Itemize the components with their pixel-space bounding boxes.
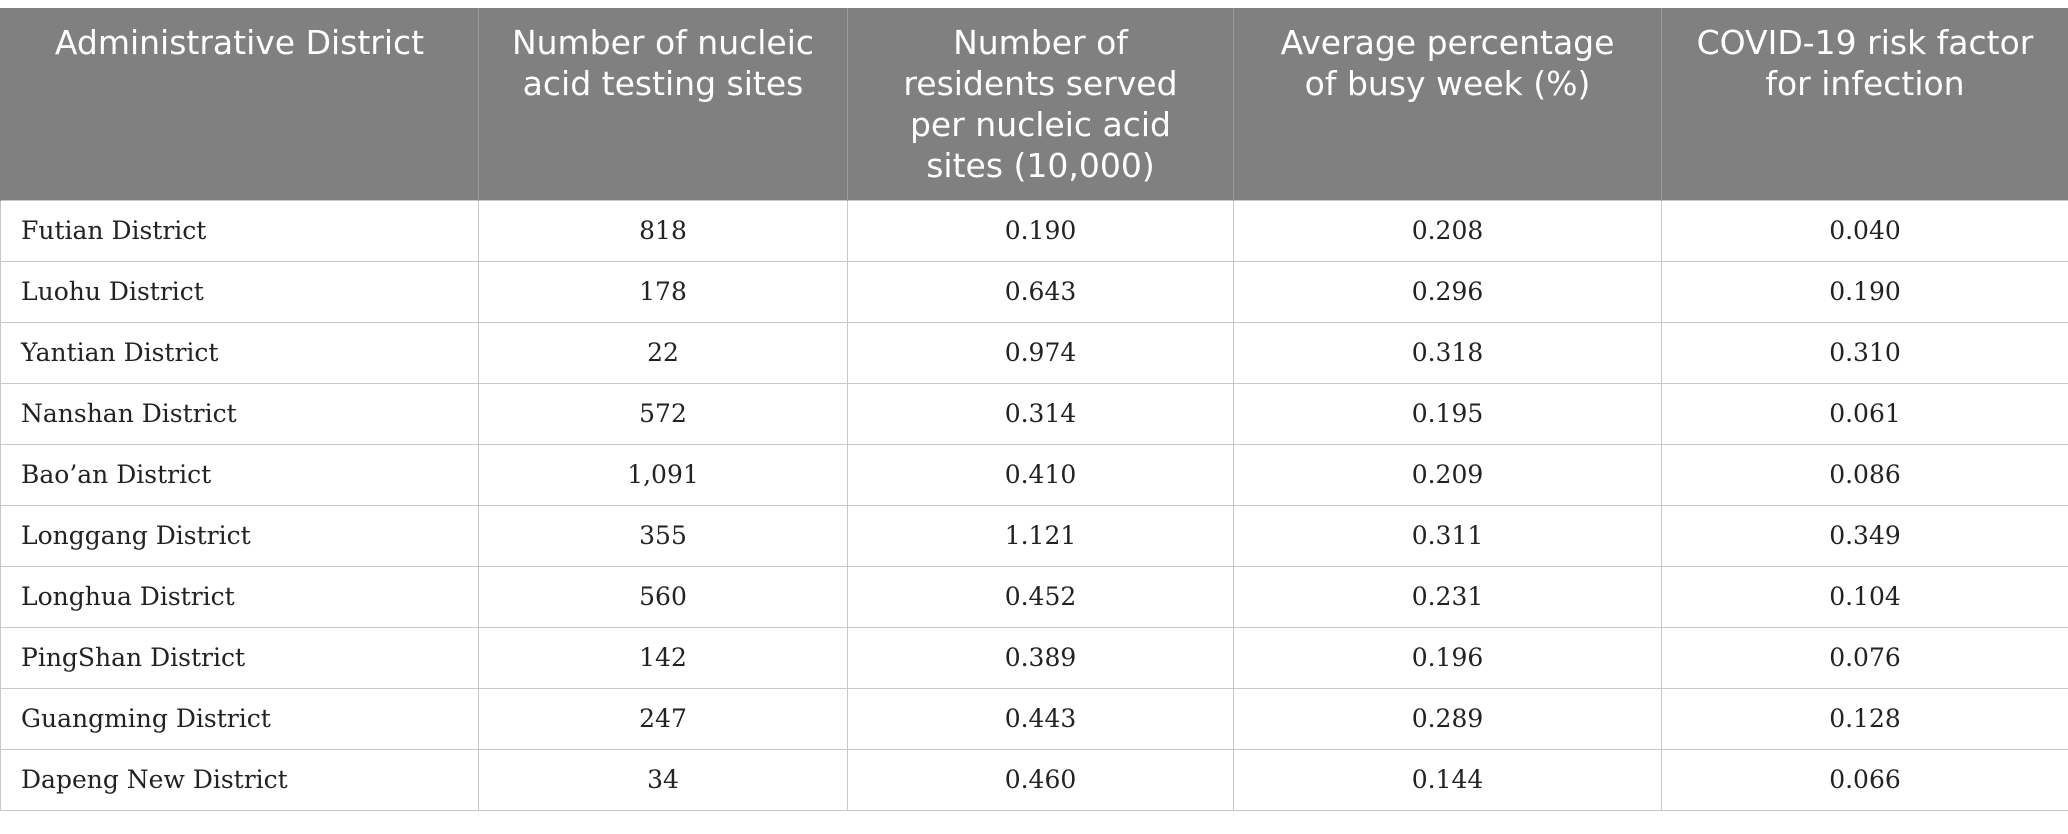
testing-sites-cell: 34: [478, 748, 848, 811]
district-cell: Yantian District: [0, 321, 479, 384]
residents-served-cell: 0.452: [847, 565, 1234, 628]
table-row: Futian District 818 0.190 0.208 0.040: [0, 199, 2068, 262]
district-cell: Longgang District: [0, 504, 479, 567]
table-row: Luohu District 178 0.643 0.296 0.190: [0, 260, 2068, 323]
testing-sites-cell: 22: [478, 321, 848, 384]
table-row: Dapeng New District 34 0.460 0.144 0.066: [0, 748, 2068, 811]
data-table-container: Administrative District Number of nuclei…: [0, 8, 2068, 811]
table-header: Administrative District Number of nuclei…: [0, 8, 2068, 200]
header-residents-served: Number of residents served per nucleic a…: [847, 8, 1234, 200]
district-testing-table: Administrative District Number of nuclei…: [0, 8, 2068, 811]
busy-week-cell: 0.195: [1233, 382, 1662, 445]
residents-served-cell: 0.460: [847, 748, 1234, 811]
table-row: Yantian District 22 0.974 0.318 0.310: [0, 321, 2068, 384]
busy-week-cell: 0.296: [1233, 260, 1662, 323]
risk-factor-cell: 0.190: [1661, 260, 2068, 323]
table-body: Futian District 818 0.190 0.208 0.040 Lu…: [0, 199, 2068, 811]
risk-factor-cell: 0.349: [1661, 504, 2068, 567]
risk-factor-cell: 0.040: [1661, 199, 2068, 262]
busy-week-cell: 0.144: [1233, 748, 1662, 811]
testing-sites-cell: 142: [478, 626, 848, 689]
busy-week-cell: 0.231: [1233, 565, 1662, 628]
risk-factor-cell: 0.310: [1661, 321, 2068, 384]
district-cell: PingShan District: [0, 626, 479, 689]
header-busy-week-percentage: Average percentage of busy week (%): [1233, 8, 1662, 200]
busy-week-cell: 0.318: [1233, 321, 1662, 384]
residents-served-cell: 0.314: [847, 382, 1234, 445]
residents-served-cell: 0.443: [847, 687, 1234, 750]
residents-served-cell: 0.643: [847, 260, 1234, 323]
header-testing-sites: Number of nucleic acid testing sites: [478, 8, 848, 200]
district-cell: Bao’an District: [0, 443, 479, 506]
table-row: Guangming District 247 0.443 0.289 0.128: [0, 687, 2068, 750]
risk-factor-cell: 0.076: [1661, 626, 2068, 689]
header-risk-factor: COVID-19 risk factor for infection: [1661, 8, 2068, 200]
risk-factor-cell: 0.104: [1661, 565, 2068, 628]
district-cell: Dapeng New District: [0, 748, 479, 811]
table-row: Longhua District 560 0.452 0.231 0.104: [0, 565, 2068, 628]
residents-served-cell: 0.190: [847, 199, 1234, 262]
district-cell: Longhua District: [0, 565, 479, 628]
testing-sites-cell: 247: [478, 687, 848, 750]
testing-sites-cell: 572: [478, 382, 848, 445]
testing-sites-cell: 178: [478, 260, 848, 323]
residents-served-cell: 0.389: [847, 626, 1234, 689]
risk-factor-cell: 0.128: [1661, 687, 2068, 750]
header-row: Administrative District Number of nuclei…: [0, 8, 2068, 200]
residents-served-cell: 0.410: [847, 443, 1234, 506]
testing-sites-cell: 355: [478, 504, 848, 567]
header-administrative-district: Administrative District: [0, 8, 479, 200]
table-row: PingShan District 142 0.389 0.196 0.076: [0, 626, 2068, 689]
busy-week-cell: 0.311: [1233, 504, 1662, 567]
district-cell: Luohu District: [0, 260, 479, 323]
residents-served-cell: 0.974: [847, 321, 1234, 384]
testing-sites-cell: 560: [478, 565, 848, 628]
risk-factor-cell: 0.061: [1661, 382, 2068, 445]
table-row: Nanshan District 572 0.314 0.195 0.061: [0, 382, 2068, 445]
district-cell: Futian District: [0, 199, 479, 262]
testing-sites-cell: 1,091: [478, 443, 848, 506]
district-cell: Nanshan District: [0, 382, 479, 445]
busy-week-cell: 0.289: [1233, 687, 1662, 750]
table-row: Bao’an District 1,091 0.410 0.209 0.086: [0, 443, 2068, 506]
risk-factor-cell: 0.066: [1661, 748, 2068, 811]
busy-week-cell: 0.208: [1233, 199, 1662, 262]
busy-week-cell: 0.196: [1233, 626, 1662, 689]
testing-sites-cell: 818: [478, 199, 848, 262]
busy-week-cell: 0.209: [1233, 443, 1662, 506]
table-row: Longgang District 355 1.121 0.311 0.349: [0, 504, 2068, 567]
risk-factor-cell: 0.086: [1661, 443, 2068, 506]
residents-served-cell: 1.121: [847, 504, 1234, 567]
district-cell: Guangming District: [0, 687, 479, 750]
